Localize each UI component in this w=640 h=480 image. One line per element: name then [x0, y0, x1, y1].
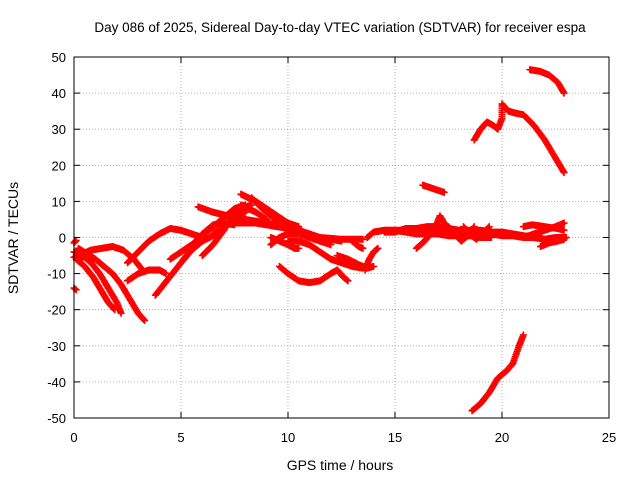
y-tick-label: 0 — [59, 231, 66, 246]
data-point — [111, 306, 119, 314]
y-tick-label: -50 — [47, 411, 66, 426]
series-track-19 — [248, 194, 298, 232]
data-point — [338, 237, 345, 245]
y-tick-label: 30 — [52, 122, 66, 137]
y-tick-label: 50 — [52, 50, 66, 65]
data-point — [485, 223, 493, 231]
x-tick-label: 5 — [177, 430, 184, 445]
data-point — [374, 244, 382, 252]
x-tick-label: 10 — [281, 430, 295, 445]
series-track-32 — [419, 181, 448, 196]
data-point — [560, 169, 568, 177]
y-tick-label: 20 — [52, 158, 66, 173]
y-axis-label: SDTVAR / TECUs — [5, 182, 21, 294]
data-point — [373, 245, 381, 253]
x-tick-label: 20 — [495, 430, 509, 445]
plot-area — [70, 66, 570, 415]
data-point — [343, 276, 351, 284]
data-point — [71, 285, 79, 293]
x-tick-label: 0 — [70, 430, 77, 445]
data-point — [295, 244, 303, 252]
data-point — [344, 277, 352, 285]
series-track-24 — [316, 235, 345, 245]
y-tick-labels: -50 -40 -30 -20 -10 0 10 20 30 40 50 — [47, 50, 66, 426]
series-track-34 — [459, 223, 493, 243]
series-track-37 — [468, 331, 527, 415]
chart-title: Day 086 of 2025, Sidereal Day-to-day VTE… — [94, 20, 586, 35]
y-tick-label: 10 — [52, 194, 66, 209]
data-point — [559, 88, 567, 96]
axis-ticks — [73, 56, 610, 419]
x-tick-label: 15 — [388, 430, 402, 445]
series-track-39 — [519, 221, 568, 234]
data-point — [560, 219, 568, 227]
data-point — [487, 234, 495, 241]
y-tick-label: -10 — [47, 267, 66, 282]
data-point — [295, 223, 303, 231]
data-point — [560, 226, 568, 234]
series-track-18 — [237, 201, 271, 223]
series-track-08 — [124, 266, 170, 285]
series-track-26 — [361, 244, 382, 274]
series-track-36 — [526, 66, 568, 97]
data-point — [560, 235, 568, 243]
y-tick-label: -30 — [47, 339, 66, 354]
series-track-21 — [275, 262, 352, 287]
x-axis-label: GPS time / hours — [287, 457, 394, 473]
series-track-40 — [537, 235, 568, 251]
data-point — [519, 331, 527, 339]
series-track-27 — [348, 237, 367, 252]
data-point — [359, 235, 367, 243]
data-point — [370, 262, 378, 270]
series-track-25 — [333, 252, 378, 272]
y-tick-label: -40 — [47, 375, 66, 390]
data-point — [263, 215, 271, 223]
series-track-35 — [470, 100, 568, 177]
y-tick-label: 40 — [52, 86, 66, 101]
data-point — [117, 309, 125, 317]
series-track-06 — [74, 244, 149, 325]
data-point — [141, 317, 149, 325]
data-point — [240, 209, 248, 217]
data-point — [79, 255, 87, 263]
data-point — [261, 215, 269, 223]
x-tick-label: 25 — [602, 430, 616, 445]
series-track-04 — [70, 248, 125, 317]
data-point — [359, 244, 367, 252]
data-point — [162, 270, 170, 278]
x-tick-labels: 0 5 10 15 20 25 — [70, 430, 616, 445]
series-track-20 — [267, 230, 335, 249]
data-point — [484, 224, 492, 232]
data-point — [469, 224, 477, 232]
data-point — [440, 188, 448, 196]
data-point — [560, 89, 568, 97]
series-track-12 — [177, 219, 238, 267]
data-point — [140, 315, 148, 323]
data-point — [470, 223, 478, 231]
y-tick-label: -20 — [47, 303, 66, 318]
data-point — [110, 305, 118, 313]
